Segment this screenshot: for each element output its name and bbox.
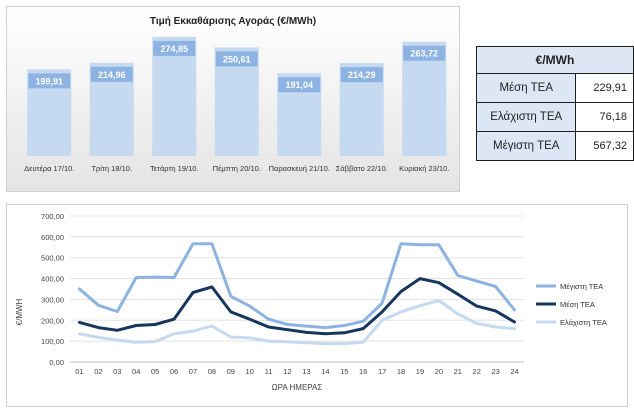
x-tick-label: 01 <box>75 367 83 376</box>
stats-row: Ελάχιστη ΤΕΑ 76,18 <box>475 102 634 132</box>
bar-value-label: 191,04 <box>285 80 313 90</box>
x-tick-label: 19 <box>416 367 424 376</box>
x-tick-label: 03 <box>113 367 121 376</box>
legend-label: Μέγιστη ΤΕΑ <box>560 282 603 291</box>
bar-value-label-bg <box>90 66 133 82</box>
x-tick-label: 21 <box>454 367 462 376</box>
stats-value-max: 567,32 <box>575 131 634 161</box>
bar-value-label-bg <box>153 40 196 56</box>
bar-value-label: 214,96 <box>98 70 126 80</box>
x-tick-label: 16 <box>359 367 367 376</box>
stats-row: Μέγιστη ΤΕΑ 567,32 <box>475 131 634 161</box>
line-chart-frame <box>6 204 628 407</box>
y-tick-label: 400,00 <box>41 275 64 284</box>
bar-chart-title: Τιμή Εκκαθάρισης Αγοράς (€/MWh) <box>150 16 316 27</box>
y-tick-label: 700,00 <box>41 212 64 221</box>
x-axis-label: ΩΡΑ ΗΜΕΡΑΣ <box>272 383 323 392</box>
bar-value-label-bg <box>340 67 383 83</box>
bar-value-label-bg <box>215 51 258 67</box>
legend-label: Μέση ΤΕΑ <box>560 300 595 309</box>
x-tick-label: 12 <box>283 367 291 376</box>
y-axis-label: €/MWH <box>15 298 24 325</box>
bar-category-label: Τετάρτη 19/10. <box>150 164 199 173</box>
x-tick-label: 10 <box>246 367 254 376</box>
x-tick-label: 15 <box>340 367 348 376</box>
price-stats-table: €/MWh Μέση ΤΕΑ 229,91 Ελάχιστη ΤΕΑ 76,18… <box>475 46 634 161</box>
x-tick-label: 18 <box>397 367 405 376</box>
y-tick-label: 0,00 <box>49 358 64 367</box>
x-tick-label: 20 <box>435 367 443 376</box>
bar-category-label: Δευτέρα 17/10. <box>24 164 74 173</box>
bar-value-label-bg <box>28 73 71 89</box>
bar <box>152 36 197 156</box>
stats-label-max: Μέγιστη ΤΕΑ <box>475 131 577 161</box>
bar-value-label: 263,72 <box>410 49 438 59</box>
y-tick-label: 600,00 <box>41 233 64 242</box>
bar-value-label: 250,61 <box>223 54 251 64</box>
x-tick-label: 06 <box>170 367 178 376</box>
x-tick-label: 02 <box>94 367 102 376</box>
stats-value-min: 76,18 <box>575 102 634 132</box>
x-tick-label: 22 <box>473 367 481 376</box>
bar <box>402 41 447 157</box>
x-tick-label: 05 <box>151 367 159 376</box>
bar-value-label: 274,85 <box>160 44 188 54</box>
bar-value-label: 214,29 <box>348 70 376 80</box>
x-tick-label: 11 <box>265 367 273 376</box>
bar-value-label-bg <box>278 77 321 93</box>
x-tick-label: 17 <box>378 367 386 376</box>
x-tick-label: 08 <box>208 367 216 376</box>
x-tick-label: 23 <box>491 367 499 376</box>
y-tick-label: 500,00 <box>41 254 64 263</box>
x-tick-label: 13 <box>302 367 310 376</box>
bar-value-label-bg <box>403 45 446 61</box>
bar-category-label: Παρασκευή 21/10. <box>269 164 330 173</box>
y-tick-label: 300,00 <box>41 295 64 304</box>
bar-value-label: 199,91 <box>35 76 63 86</box>
series-line <box>78 299 516 346</box>
y-tick-label: 200,00 <box>41 316 64 325</box>
stats-row: Μέση ΤΕΑ 229,91 <box>475 73 634 103</box>
stats-header: €/MWh <box>476 46 634 74</box>
x-tick-label: 07 <box>189 367 197 376</box>
stats-value-mean: 229,91 <box>575 73 634 103</box>
legend-label: Ελάχιστη ΤΕΑ <box>560 318 607 327</box>
x-tick-label: 24 <box>510 367 518 376</box>
x-tick-label: 14 <box>321 367 329 376</box>
y-tick-label: 100,00 <box>41 337 64 346</box>
bar-category-label: Σάββατο 22/10. <box>336 164 388 173</box>
bar-category-label: Κυριακή 23/10. <box>399 164 449 173</box>
x-tick-label: 09 <box>227 367 235 376</box>
daily-price-bar-chart: Τιμή Εκκαθάρισης Αγοράς (€/MWh) 199,91 Δε… <box>6 6 460 192</box>
bar-category-label: Τρίτη 18/10. <box>91 164 132 173</box>
x-tick-label: 04 <box>132 367 140 376</box>
stats-label-mean: Μέση ΤΕΑ <box>475 73 577 103</box>
bar-category-label: Πέμπτη 20/10. <box>213 164 261 173</box>
stats-label-min: Ελάχιστη ΤΕΑ <box>475 102 577 132</box>
series-line <box>78 242 516 330</box>
hourly-price-line-chart: 0,00 100,00 200,00 300,00 400,00 500,00 600,00… <box>6 204 628 407</box>
series-line <box>78 277 516 336</box>
